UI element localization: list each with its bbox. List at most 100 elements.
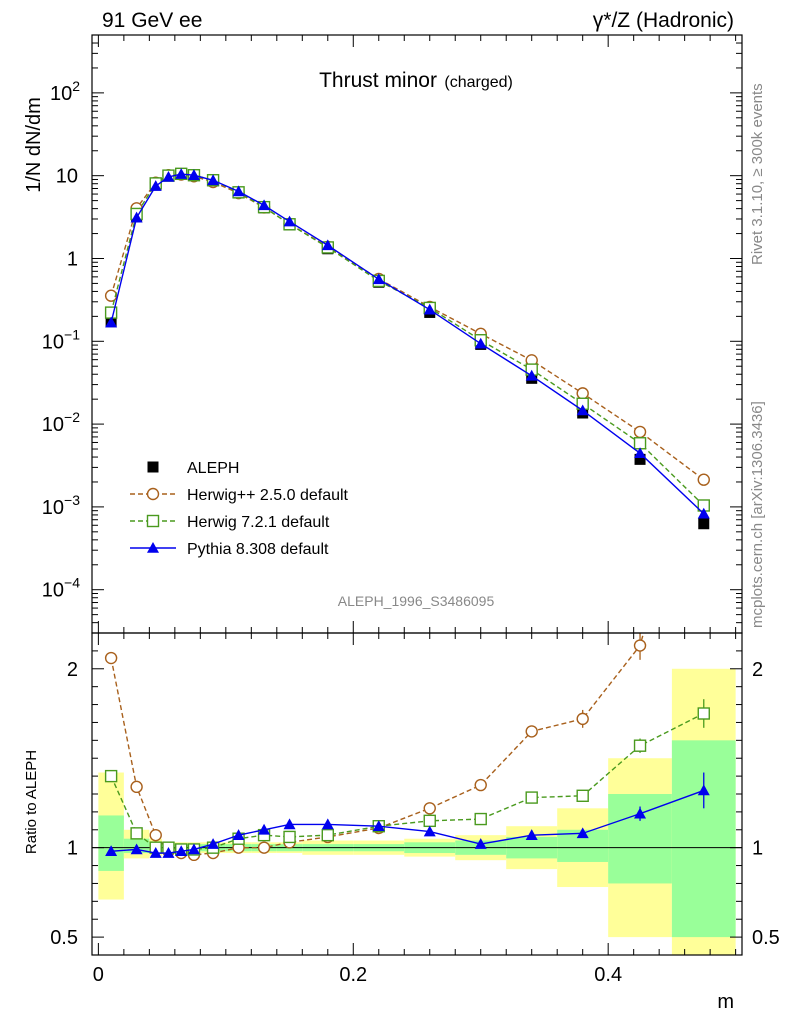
- legend-label-herwig-7-2-1-default: Herwig 7.2.1 default: [187, 514, 330, 531]
- data-point-pythia-8-308-default: [697, 507, 710, 519]
- y-tick-label: 10−3: [42, 492, 80, 519]
- legend-label-herwig-2-5-0-default: Herwig++ 2.5.0 default: [187, 487, 349, 504]
- ratio-point-herwig-7-2-1-default: [104, 769, 118, 783]
- ratio-point-herwig-7-2-1-default: [130, 827, 143, 840]
- ratio-point-pythia-8-308-default: [149, 847, 162, 858]
- x-tick-label: 0.2: [339, 964, 367, 986]
- y-tick-label: 1: [67, 248, 78, 270]
- data-point-pythia-8-308-default: [525, 369, 538, 381]
- series-line-herwig-7-2-1-default: [110, 173, 705, 506]
- axis-ticks: 0 0.2 0.4 102 10 1 10−1 10−2 10−3 10−4 2 2 1 1 0.5 0.5: [42, 34, 780, 986]
- data-point-herwig-2-5-0-default: [633, 425, 647, 439]
- data-point-herwig-7-2-1-default: [633, 437, 647, 450]
- ratio-tick-label-right: 1: [752, 838, 763, 860]
- ratio-point-pythia-8-308-default: [105, 845, 118, 857]
- ratio-point-herwig-2-5-0-default: [149, 828, 162, 842]
- legend-label-pythia-8-308-default: Pythia 8.308 default: [187, 541, 329, 558]
- ratio-point-herwig-7-2-1-default: [283, 830, 296, 844]
- ratio-point-pythia-8-308-default: [283, 818, 296, 830]
- data-point-pythia-8-308-default: [162, 170, 175, 182]
- y-tick-label: 10−4: [42, 575, 80, 602]
- legend-marker-pythia-8-308-default: [147, 542, 159, 553]
- ratio-point-pythia-8-308-default: [697, 784, 710, 796]
- legend-marker-herwig-7-2-1-default: [146, 514, 160, 528]
- data-point-herwig-2-5-0-default: [576, 387, 589, 400]
- data-point-herwig-2-5-0-default: [104, 289, 118, 302]
- ratio-point-herwig-7-2-1-default: [633, 739, 647, 752]
- ratio-point-pythia-8-308-default: [207, 838, 220, 849]
- chart-title: Thrust minor: [319, 69, 437, 92]
- ratio-point-pythia-8-308-default: [372, 820, 385, 831]
- ratio-point-herwig-2-5-0-default: [104, 651, 118, 665]
- ratio-tick-label-left: 2: [67, 659, 78, 681]
- ratio-plot-series: [104, 633, 710, 862]
- ratio-point-herwig-2-5-0-default: [525, 725, 538, 738]
- ratio-point-pythia-8-308-default: [525, 829, 538, 840]
- ratio-point-pythia-8-308-default: [474, 838, 487, 849]
- data-point-pythia-8-308-default: [207, 174, 220, 186]
- legend: ALEPH Herwig++ 2.5.0 default Herwig 7.2.1 …: [130, 460, 349, 558]
- data-point-pythia-8-308-default: [149, 180, 162, 191]
- legend-label-aleph: ALEPH: [187, 460, 239, 477]
- data-point-pythia-8-308-default: [105, 316, 118, 328]
- header-right: γ*/Z (Hadronic): [593, 9, 734, 32]
- data-point-pythia-8-308-default: [187, 169, 200, 180]
- ratio-point-herwig-7-2-1-default: [474, 812, 487, 826]
- ratio-point-herwig-2-5-0-default: [474, 778, 487, 792]
- data-point-pythia-8-308-default: [321, 239, 334, 251]
- ratio-point-pythia-8-308-default: [130, 843, 143, 855]
- x-axis-label: m: [717, 991, 734, 1013]
- main-plot-series: [104, 167, 710, 530]
- ratio-point-pythia-8-308-default: [321, 818, 334, 830]
- data-point-pythia-8-308-default: [283, 215, 296, 227]
- ratio-point-pythia-8-308-default: [423, 825, 436, 837]
- x-tick-label: 0.4: [594, 964, 622, 986]
- ratio-tick-label-left: 1: [67, 838, 78, 860]
- data-point-pythia-8-308-default: [130, 211, 143, 223]
- y-tick-label: 10−1: [42, 326, 80, 353]
- chart-subtitle: (charged): [444, 74, 512, 91]
- y-tick-label: 102: [50, 78, 80, 105]
- ratio-tick-label-right: 0.5: [752, 927, 780, 949]
- y-tick-label: 10: [56, 166, 78, 188]
- data-point-aleph: [634, 453, 646, 465]
- rivet-label: Rivet 3.1.10, ≥ 300k events: [749, 83, 766, 265]
- header-left: 91 GeV ee: [102, 9, 202, 32]
- data-point-pythia-8-308-default: [258, 199, 271, 211]
- data-point-pythia-8-308-default: [474, 337, 487, 349]
- legend-marker-herwig-2-5-0-default: [146, 487, 160, 501]
- ratio-point-herwig-2-5-0-default: [633, 639, 647, 652]
- ratio-point-pythia-8-308-default: [634, 807, 647, 819]
- data-point-aleph: [698, 518, 710, 530]
- data-point-pythia-8-308-default: [634, 447, 647, 459]
- band-inner: [98, 815, 124, 871]
- ratio-point-herwig-2-5-0-default: [576, 712, 589, 726]
- analysis-id: ALEPH_1996_S3486095: [338, 593, 495, 609]
- ratio-point-pythia-8-308-default: [232, 829, 245, 840]
- ratio-point-pythia-8-308-default: [162, 847, 175, 858]
- x-tick-label: 0: [93, 964, 104, 986]
- mcplots-label: mcplots.cern.ch [arXiv:1306.3436]: [749, 401, 766, 628]
- chart-title-group: Thrust minor (charged): [319, 69, 513, 92]
- ratio-point-pythia-8-308-default: [258, 823, 271, 835]
- ratio-point-herwig-2-5-0-default: [257, 841, 271, 854]
- data-point-pythia-8-308-default: [372, 273, 385, 285]
- ratio-point-pythia-8-308-default: [187, 843, 200, 855]
- ratio-point-herwig-7-2-1-default: [576, 789, 589, 802]
- ratio-point-herwig-7-2-1-default: [321, 828, 334, 842]
- ratio-point-herwig-7-2-1-default: [525, 791, 538, 804]
- ratio-axis-label: Ratio to ALEPH: [23, 750, 40, 854]
- ratio-point-pythia-8-308-default: [576, 827, 589, 839]
- band-inner: [671, 740, 736, 938]
- y-axis-label: 1/N dN/dm: [23, 97, 45, 193]
- data-point-pythia-8-308-default: [423, 303, 436, 315]
- ratio-point-herwig-7-2-1-default: [697, 707, 710, 720]
- y-tick-label: 10−2: [42, 409, 80, 436]
- data-point-herwig-2-5-0-default: [697, 473, 710, 486]
- ratio-tick-label-right: 2: [752, 659, 763, 681]
- legend-marker-aleph: [147, 461, 159, 473]
- data-point-pythia-8-308-default: [175, 168, 188, 179]
- data-point-pythia-8-308-default: [232, 185, 245, 197]
- data-point-pythia-8-308-default: [576, 404, 589, 416]
